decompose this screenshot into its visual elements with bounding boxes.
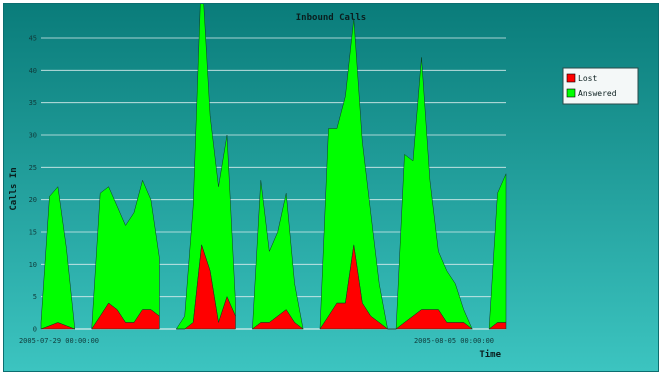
chart-frame: Inbound Calls 0 5 10 15 20 25 30 35 40 45 2005-07… xyxy=(3,3,659,372)
legend: Lost Answered xyxy=(562,67,639,105)
y-tick-label: 5 xyxy=(33,293,37,301)
x-tick-labels: 2005-07-29 00:00:00 2005-08-05 00:00:00 xyxy=(19,337,494,345)
y-tick-labels: 0 5 10 15 20 25 30 35 40 45 xyxy=(29,35,37,334)
chart-title: Inbound Calls xyxy=(296,13,366,23)
y-tick-label: 20 xyxy=(29,196,37,204)
legend-label-lost: Lost xyxy=(578,74,597,83)
y-tick-label: 40 xyxy=(29,67,37,75)
area-chart: Inbound Calls 0 5 10 15 20 25 30 35 40 45 2005-07… xyxy=(4,4,658,371)
y-tick-label: 45 xyxy=(29,35,37,43)
y-tick-label: 25 xyxy=(29,164,37,172)
y-tick-label: 30 xyxy=(29,132,37,140)
lost-area xyxy=(176,244,236,330)
y-tick-label: 15 xyxy=(29,229,37,237)
legend-swatch-answered xyxy=(566,88,576,98)
x-tick-label: 2005-07-29 00:00:00 xyxy=(19,337,99,345)
x-axis-label: Time xyxy=(479,349,501,360)
x-tick-label: 2005-08-05 00:00:00 xyxy=(414,337,494,345)
plot-areas xyxy=(40,4,507,330)
y-axis-label: Calls In xyxy=(9,167,19,210)
lost-area xyxy=(488,322,507,330)
y-tick-label: 10 xyxy=(29,261,37,269)
legend-label-answered: Answered xyxy=(578,89,617,98)
lost-area xyxy=(40,322,75,330)
y-tick-label: 0 xyxy=(33,326,37,334)
legend-box xyxy=(562,67,639,105)
lost-area xyxy=(251,309,304,330)
lost-area xyxy=(319,244,473,330)
legend-swatch-lost xyxy=(566,73,576,83)
y-tick-label: 35 xyxy=(29,99,37,107)
lost-area xyxy=(91,302,160,330)
